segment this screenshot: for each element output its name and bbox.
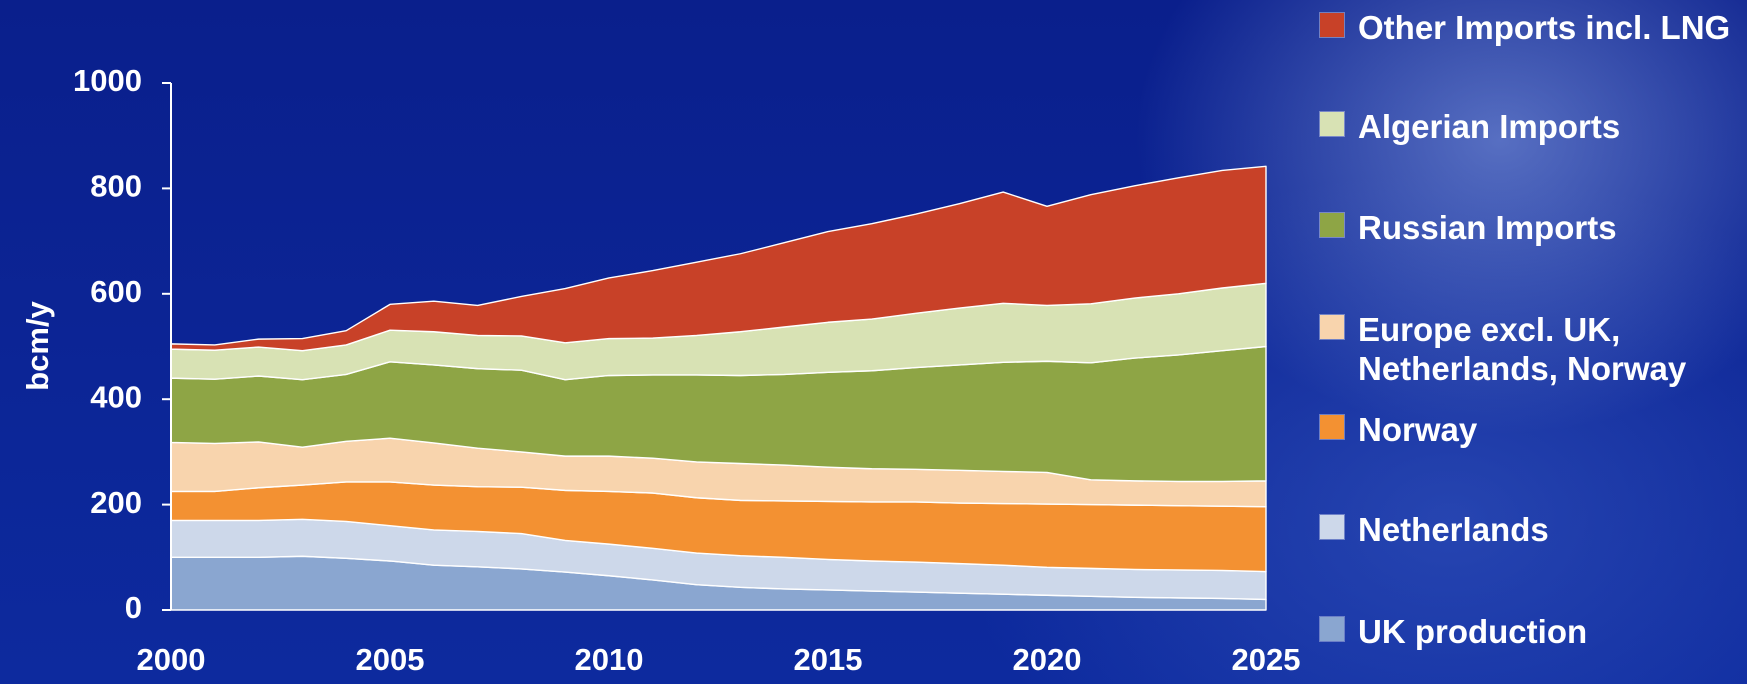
y-tick-label-1000: 1000: [73, 63, 142, 98]
y-tick-label-600: 600: [90, 274, 142, 309]
y-tick-label-200: 200: [90, 485, 142, 520]
x-tick-label-2020: 2020: [1013, 642, 1082, 677]
legend-item-russian-imports: Russian Imports: [1320, 208, 1738, 247]
legend-swatch-uk-production: [1320, 617, 1344, 641]
legend-label-netherlands: Netherlands: [1358, 511, 1549, 548]
y-ticks: 0 200 400 600 800 1000: [73, 63, 171, 625]
legend-swatch-netherlands: [1320, 515, 1344, 539]
legend-label-other-imports: Other Imports incl. LNG: [1358, 9, 1731, 46]
legend-swatch-europe-excl: [1320, 315, 1344, 339]
x-tick-label-2025: 2025: [1232, 642, 1301, 677]
legend-label-russian-imports: Russian Imports: [1358, 209, 1617, 246]
legend-swatch-algerian-imports: [1320, 112, 1344, 136]
y-tick-label-800: 800: [90, 169, 142, 204]
y-tick-label-400: 400: [90, 379, 142, 414]
legend: Other Imports incl. LNG Algerian Imports…: [1320, 0, 1740, 684]
legend-item-europe-excl: Europe excl. UK, Netherlands, Norway: [1320, 310, 1738, 388]
legend-item-other-imports: Other Imports incl. LNG: [1320, 8, 1738, 47]
x-tick-label-2000: 2000: [137, 642, 206, 677]
x-ticks: 2000 2005 2010 2015 2020 2025: [137, 642, 1301, 677]
legend-label-europe-excl: Europe excl. UK, Netherlands, Norway: [1358, 311, 1687, 387]
legend-label-uk-production: UK production: [1358, 613, 1588, 650]
legend-item-algerian-imports: Algerian Imports: [1320, 107, 1738, 146]
y-tick-label-0: 0: [125, 590, 142, 625]
legend-swatch-norway: [1320, 415, 1344, 439]
legend-item-netherlands: Netherlands: [1320, 510, 1738, 549]
legend-swatch-other-imports: [1320, 13, 1344, 37]
y-axis-label: bcm/y: [20, 300, 55, 390]
x-tick-label-2010: 2010: [575, 642, 644, 677]
legend-label-norway: Norway: [1358, 411, 1478, 448]
legend-item-uk-production: UK production: [1320, 612, 1738, 651]
legend-swatch-russian-imports: [1320, 213, 1344, 237]
x-tick-label-2015: 2015: [794, 642, 863, 677]
x-tick-label-2005: 2005: [356, 642, 425, 677]
area-other-imports-incl-lng: [170, 165, 1267, 352]
area-layers: [170, 165, 1267, 611]
legend-item-norway: Norway: [1320, 410, 1738, 449]
legend-label-algerian-imports: Algerian Imports: [1358, 108, 1621, 145]
